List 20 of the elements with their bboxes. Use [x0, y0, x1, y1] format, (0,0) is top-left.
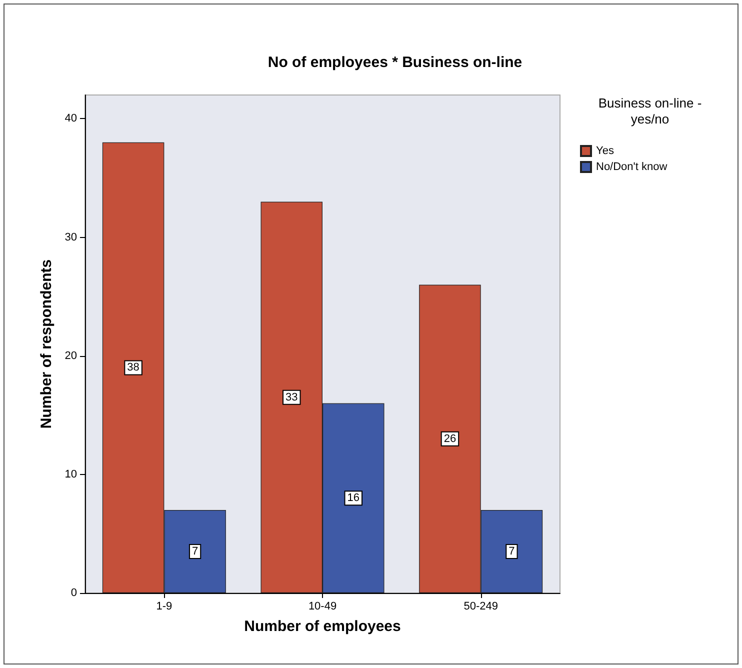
x-tick-label: 50-249: [464, 600, 498, 612]
y-tick-label: 10: [64, 468, 77, 480]
data-label: 7: [508, 546, 515, 558]
chart-title: No of employees * Business on-line: [268, 54, 522, 71]
legend-label: No/Don't know: [596, 161, 668, 173]
y-tick-label: 0: [70, 587, 77, 599]
data-label: 33: [286, 391, 298, 404]
data-label: 7: [192, 546, 198, 558]
legend-title: Business on-line - yes/no: [598, 96, 702, 126]
data-label: 26: [444, 432, 456, 445]
y-axis-title: Number of respondents: [38, 259, 55, 429]
x-axis-title: Number of employees: [244, 618, 401, 635]
y-tick-label: 30: [64, 231, 77, 244]
data-label: 38: [127, 362, 140, 374]
y-tick-label: 40: [64, 112, 77, 125]
y-tick-label: 20: [64, 350, 77, 362]
x-tick-label: 10-49: [308, 600, 337, 612]
legend-label: Yes: [596, 145, 614, 157]
data-label: 16: [347, 492, 360, 504]
x-tick-label: 1-9: [156, 600, 172, 612]
